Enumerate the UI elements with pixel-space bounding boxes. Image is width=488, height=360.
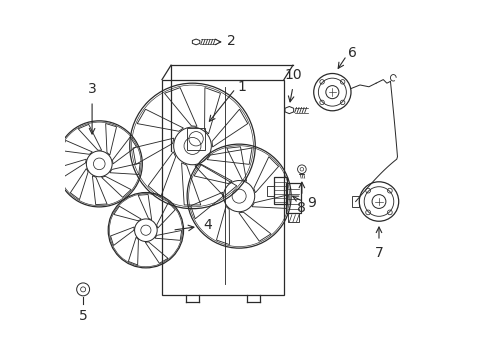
Text: 5: 5 [79, 309, 87, 323]
Text: 3: 3 [87, 82, 96, 96]
Text: 1: 1 [237, 80, 245, 94]
Bar [273, 177, 286, 204]
Text: 7: 7 [374, 246, 383, 260]
Text: 6: 6 [348, 46, 357, 60]
Text: 2: 2 [226, 34, 235, 48]
Bar [285, 183, 300, 213]
Text: 9: 9 [306, 196, 315, 210]
Text: 8: 8 [297, 201, 305, 215]
Bar [187, 128, 204, 149]
Bar [287, 213, 298, 222]
Bar [351, 196, 359, 207]
Text: 10: 10 [284, 68, 301, 82]
Bar [266, 186, 273, 196]
Text: 4: 4 [203, 218, 212, 232]
Bar [162, 80, 284, 295]
